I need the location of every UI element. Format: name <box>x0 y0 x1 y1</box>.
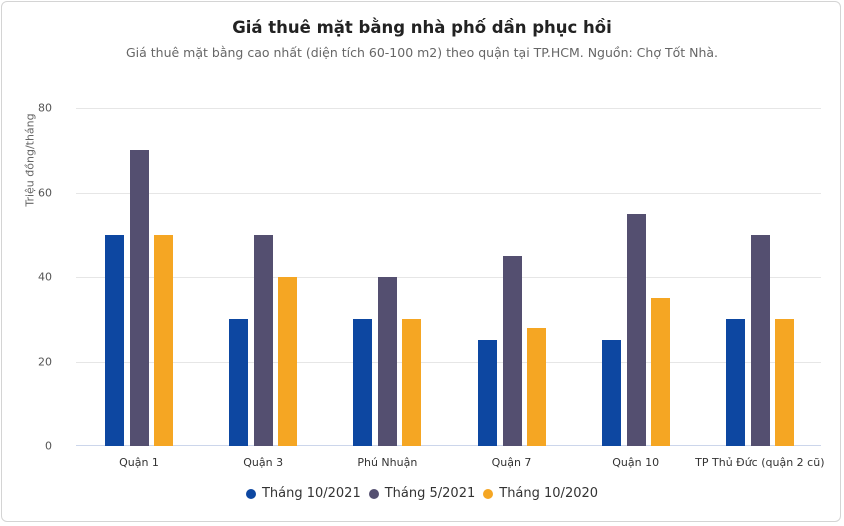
bar-group <box>449 108 573 446</box>
bar-group <box>324 108 448 446</box>
bar[interactable] <box>626 213 646 446</box>
legend-dot-icon <box>245 488 256 499</box>
bar[interactable] <box>725 319 745 446</box>
bar[interactable] <box>229 319 249 446</box>
bar[interactable] <box>278 277 298 446</box>
gridline <box>76 192 821 194</box>
legend-dot-icon <box>368 488 379 499</box>
bar-group <box>200 108 324 446</box>
x-axis-line <box>76 445 821 446</box>
x-tick-label: Quận 10 <box>612 456 660 469</box>
bar[interactable] <box>477 340 497 446</box>
plot-area: 0 20 40 60 80 <box>38 102 821 453</box>
bar[interactable] <box>502 255 522 446</box>
bar[interactable] <box>353 319 373 446</box>
x-tick-label: Quận 7 <box>491 456 532 469</box>
legend-label: Tháng 10/2021 <box>261 486 361 501</box>
y-tick-label: 80 <box>38 101 52 115</box>
x-tick-label: Quận 3 <box>243 456 284 469</box>
bar[interactable] <box>378 277 398 446</box>
bar[interactable] <box>650 298 670 446</box>
bar-group <box>76 108 200 446</box>
bar[interactable] <box>130 150 149 446</box>
bar[interactable] <box>154 234 173 446</box>
x-tick-label: TP Thủ Đức (quận 2 cũ) <box>695 456 825 469</box>
bar[interactable] <box>402 319 422 446</box>
legend: Tháng 10/2021 Tháng 5/2021 Tháng 10/2020 <box>0 486 844 501</box>
gridline <box>76 108 821 109</box>
y-tick-label: 40 <box>38 270 52 284</box>
bar[interactable] <box>105 234 124 446</box>
gridline <box>76 277 821 278</box>
legend-item[interactable]: Tháng 5/2021 <box>368 486 476 501</box>
legend-dot-icon <box>483 488 494 499</box>
y-tick-label: 20 <box>38 355 52 368</box>
legend-item[interactable]: Tháng 10/2020 <box>483 486 598 501</box>
x-tick-label: Phú Nhuận <box>357 456 418 469</box>
legend-item[interactable]: Tháng 10/2021 <box>245 486 361 501</box>
bar[interactable] <box>526 327 546 446</box>
bar[interactable] <box>254 234 274 446</box>
chart-title: Giá thuê mặt bằng nhà phố dần phục hồi <box>232 18 612 37</box>
x-tick-label: Quận 1 <box>119 456 159 469</box>
legend-label: Tháng 5/2021 <box>384 486 476 501</box>
bar-group <box>697 108 821 446</box>
legend-label: Tháng 10/2020 <box>499 486 599 501</box>
y-tick-label: 60 <box>38 186 52 199</box>
bar-group <box>573 108 697 446</box>
bar[interactable] <box>601 340 621 446</box>
gridline <box>76 361 821 363</box>
y-tick-label: 0 <box>45 439 52 453</box>
chart-subtitle: Giá thuê mặt bằng cao nhất (diện tích 60… <box>125 45 719 60</box>
bar[interactable] <box>750 234 770 446</box>
bar[interactable] <box>774 319 794 446</box>
